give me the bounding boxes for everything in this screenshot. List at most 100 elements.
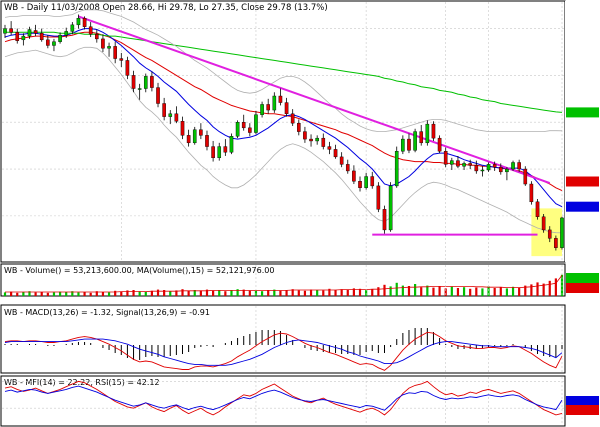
volume-bar (340, 289, 343, 296)
candle-body (76, 18, 81, 26)
candle-body (9, 28, 13, 33)
candle-body (443, 151, 448, 165)
price-value-label-bg (566, 212, 599, 223)
volume-bar (205, 289, 209, 296)
volume-bar (450, 286, 453, 296)
volume-bar (444, 288, 447, 296)
volume-bar (475, 287, 478, 296)
volume-bar (426, 285, 429, 296)
candle-body (498, 166, 503, 173)
volume-bar (548, 280, 551, 296)
price-value-label-bg (566, 201, 599, 212)
price-panel: WB - Daily 11/03/2008 Open 28.66, Hi 29.… (0, 0, 599, 263)
volume-title: WB - Volume() = 53,213,600.00, MA(Volume… (4, 266, 274, 275)
candle-body (82, 18, 87, 27)
volume-bar (420, 287, 423, 296)
candle-body (474, 165, 479, 172)
mfi-rsi-line-MFI(14) (4, 380, 563, 416)
candle-body (468, 163, 472, 166)
volume-bar (224, 291, 227, 296)
candle-body (46, 39, 50, 46)
candle-body (27, 29, 32, 37)
candle-body (541, 216, 546, 231)
volume-bar (181, 289, 184, 296)
volume-bar (524, 285, 527, 296)
candle-body (303, 131, 307, 140)
candle-body (113, 46, 117, 59)
volume-bar (107, 292, 111, 296)
volume-bar (65, 292, 68, 296)
volume-bar (487, 286, 490, 296)
volume-bar (316, 290, 319, 296)
volume-bar (309, 289, 313, 296)
candle-body (33, 30, 38, 34)
candle-body (486, 164, 491, 171)
volume-bar (89, 292, 92, 296)
candle-body (223, 146, 228, 153)
candle-body (388, 185, 393, 231)
macd-panel: WB - MACD(13,26) = -1.32, Signal(13,26,9… (0, 304, 599, 374)
volume-bar (83, 292, 86, 296)
volume-bar (493, 288, 496, 296)
volume-bar (126, 290, 129, 296)
candle-body (101, 38, 105, 49)
candle-body (174, 113, 179, 122)
candle-body (254, 114, 258, 133)
candle-body (407, 138, 411, 151)
candle-body (345, 164, 350, 172)
candle-body (64, 31, 69, 36)
candle-body (480, 169, 485, 172)
candle-body (517, 162, 521, 170)
candle-body (333, 149, 338, 158)
mfi-value-label-bg (566, 405, 599, 415)
candle-body (58, 34, 62, 42)
candle-body (248, 127, 252, 133)
volume-bar (297, 290, 300, 296)
candle-body (150, 76, 154, 88)
volume-bar (303, 290, 307, 296)
volume-bar (248, 290, 251, 296)
candle-body (15, 32, 20, 41)
candle-body (70, 24, 75, 32)
volume-bar (285, 290, 288, 296)
volume-bar (199, 290, 202, 296)
volume-bar (377, 287, 380, 296)
volume-bar (52, 292, 56, 296)
candle-body (162, 103, 166, 117)
mfi-rsi-line-RSI(15) (4, 385, 563, 411)
volume-bar (132, 290, 135, 296)
candle-body (321, 137, 326, 147)
volume-bar (413, 284, 417, 296)
volume-bar (395, 282, 398, 296)
volume-bar (16, 292, 19, 296)
price-line-band-upper (4, 9, 563, 133)
volume-panel-frame (0, 263, 566, 297)
candle-body (523, 168, 528, 185)
mfi-rsi-panel-frame (0, 375, 566, 427)
volume-bar (273, 289, 276, 296)
volume-bar (328, 288, 331, 296)
candle-body (180, 121, 185, 136)
volume-bar (322, 290, 325, 296)
price-line-band-lower (4, 46, 563, 234)
candle-body (297, 122, 301, 132)
volume-bar (267, 290, 270, 296)
candle-body (364, 176, 368, 188)
candle-body (217, 146, 222, 159)
candle-body (413, 131, 417, 151)
volume-bar (407, 286, 411, 296)
volume-bar (358, 288, 362, 296)
resistance-trendline (78, 15, 551, 185)
candle-body (137, 88, 142, 90)
volume-bar (536, 282, 539, 296)
volume-bar (432, 287, 435, 296)
volume-bar (346, 289, 349, 296)
volume-bar (530, 284, 533, 296)
candle-body (376, 185, 381, 210)
volume-bar (279, 290, 282, 296)
candle-body (88, 26, 93, 35)
macd-value-label-bg (566, 350, 599, 360)
candle-body (462, 163, 466, 167)
volume-bar (212, 290, 215, 296)
